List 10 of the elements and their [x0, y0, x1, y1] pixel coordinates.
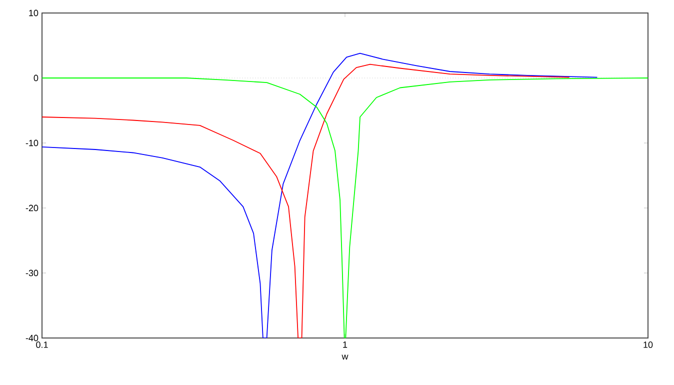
y-tick-label: 0 — [34, 74, 38, 82]
y-tick-label: 10 — [29, 10, 38, 16]
x-axis-title: w — [342, 354, 348, 360]
x-tick-label: 0.1 — [36, 342, 48, 348]
y-tick-label: -10 — [26, 140, 38, 146]
y-tick-label: -20 — [26, 204, 38, 212]
y-tick-label: -30 — [26, 270, 38, 276]
x-tick-label: 10 — [644, 342, 653, 348]
y-tick-label: -40 — [26, 334, 38, 342]
x-tick-label: 1 — [343, 342, 348, 348]
